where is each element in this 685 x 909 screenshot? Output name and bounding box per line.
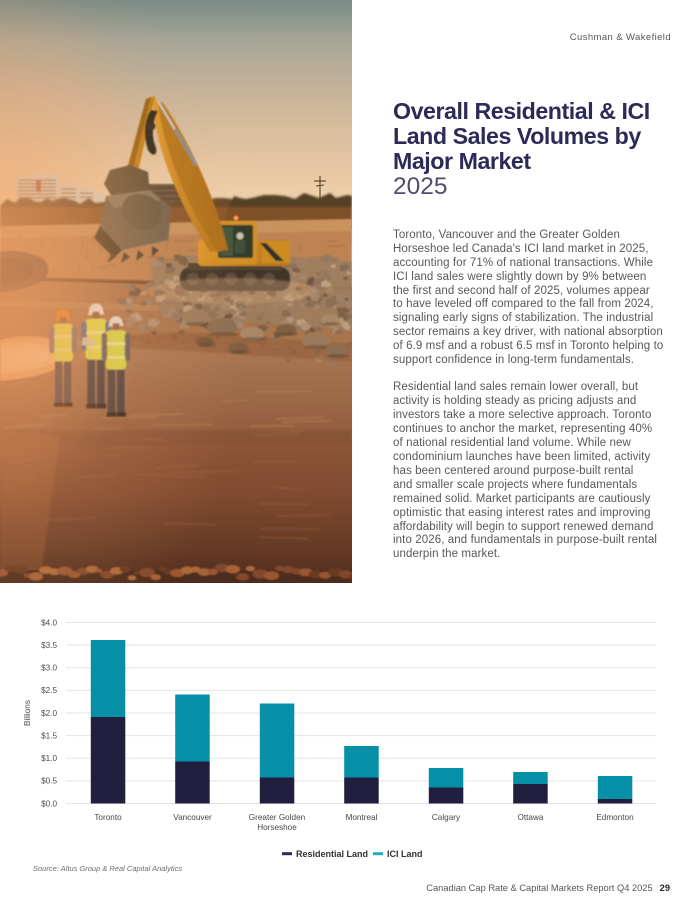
svg-text:Toronto: Toronto: [94, 813, 122, 822]
svg-text:$1.0: $1.0: [41, 754, 57, 763]
svg-text:$3.0: $3.0: [41, 664, 57, 673]
svg-text:$0.0: $0.0: [41, 799, 57, 808]
svg-text:$4.0: $4.0: [41, 618, 57, 627]
svg-text:Calgary: Calgary: [432, 813, 461, 822]
svg-text:Edmonton: Edmonton: [596, 813, 634, 822]
svg-text:$2.0: $2.0: [41, 709, 57, 718]
svg-text:Horseshoe: Horseshoe: [257, 823, 297, 832]
svg-text:$3.5: $3.5: [41, 641, 57, 650]
svg-text:$2.5: $2.5: [41, 686, 57, 695]
svg-text:Greater Golden: Greater Golden: [249, 813, 306, 822]
svg-text:Residential Land: Residential Land: [296, 849, 368, 859]
svg-text:$1.5: $1.5: [41, 731, 57, 740]
svg-text:Ottawa: Ottawa: [518, 813, 544, 822]
svg-text:Montreal: Montreal: [346, 813, 378, 822]
svg-text:ICI Land: ICI Land: [387, 849, 423, 859]
svg-text:Billions: Billions: [23, 700, 32, 726]
svg-text:Vancouver: Vancouver: [173, 813, 212, 822]
svg-text:$0.5: $0.5: [41, 777, 57, 786]
